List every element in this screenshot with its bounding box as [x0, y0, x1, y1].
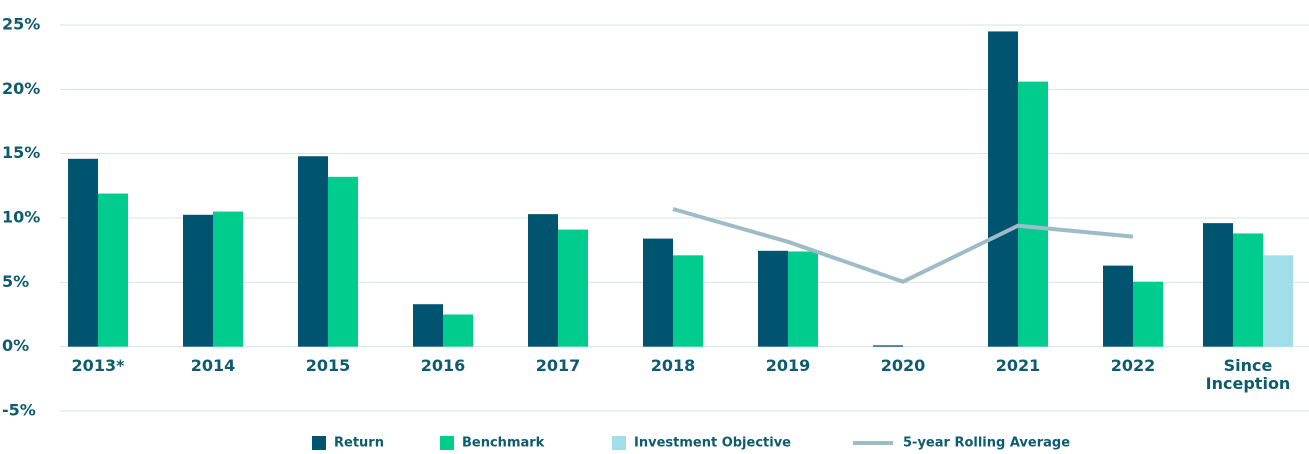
bar: [558, 229, 588, 347]
bar: [298, 156, 328, 347]
legend-swatch: [612, 436, 626, 450]
y-tick-label: 10%: [2, 208, 40, 227]
bar: [788, 251, 818, 347]
bar: [413, 304, 443, 347]
bar: [1018, 81, 1048, 347]
x-tick-label: 2019: [765, 355, 811, 375]
bar: [68, 158, 98, 347]
bar: [1203, 223, 1233, 347]
bar: [328, 176, 358, 347]
bar: [643, 238, 673, 347]
x-tick-label: 2014: [190, 355, 236, 375]
x-tick-label: 2013*: [71, 355, 125, 375]
bar: [1103, 265, 1133, 347]
legend-swatch: [312, 436, 326, 450]
y-tick-label: 5%: [2, 272, 29, 291]
legend-label: Return: [334, 436, 384, 451]
legend-label: Benchmark: [462, 436, 545, 451]
y-tick-label: -5%: [2, 401, 36, 420]
legend-label: Investment Objective: [634, 436, 791, 451]
y-tick-label: 20%: [2, 79, 40, 98]
bar: [988, 31, 1018, 347]
bar: [1133, 281, 1163, 347]
x-tick-label: 2021: [995, 355, 1041, 375]
bar: [1233, 233, 1263, 347]
x-tick-label: Since Inception: [1205, 355, 1291, 393]
legend-swatch: [440, 436, 454, 450]
x-tick-label: 2016: [420, 355, 466, 375]
bar: [528, 214, 558, 347]
bar: [758, 250, 788, 347]
x-tick-label: 2015: [305, 355, 351, 375]
legend-label: 5-year Rolling Average: [903, 436, 1070, 451]
bar: [183, 214, 213, 347]
x-tick-label: 2017: [535, 355, 581, 375]
bar: [443, 314, 473, 347]
x-tick-label: 2018: [650, 355, 696, 375]
bar: [673, 255, 703, 347]
line: [672, 207, 1134, 284]
y-tick-label: 25%: [2, 15, 40, 34]
bar: [98, 193, 128, 347]
x-tick-label: 2022: [1110, 355, 1156, 375]
y-tick-label: 15%: [2, 143, 40, 162]
bar: [213, 211, 243, 347]
y-tick-label: 0%: [2, 336, 29, 355]
bar: [1263, 255, 1293, 347]
x-tick-label: 2020: [880, 355, 926, 375]
bar: [873, 345, 903, 347]
